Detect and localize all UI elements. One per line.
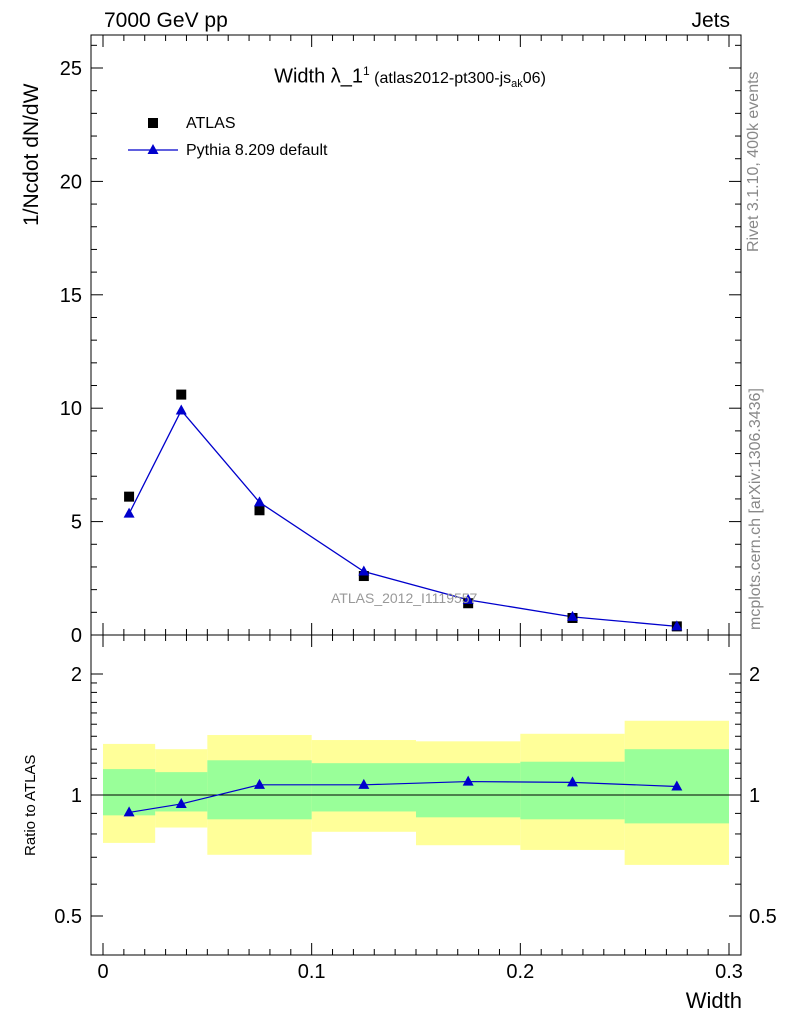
legend-marker-atlas — [148, 118, 158, 128]
ratio-point — [254, 778, 265, 789]
pythia-point — [175, 404, 187, 415]
atlas-point — [358, 571, 369, 582]
atlas-point — [254, 505, 265, 516]
x-tick-label: 0 — [97, 961, 108, 983]
ratio-band-inner — [416, 763, 521, 818]
rivet-version-label: Rivet 3.1.10, 400k events — [745, 71, 762, 252]
ratio-band-inner — [207, 760, 312, 820]
pythia-point — [462, 593, 474, 604]
atlas-point — [124, 491, 135, 502]
y-tick-label: 10 — [60, 398, 82, 420]
mcplots-credit-label: mcplots.cern.ch [arXiv:1306.3436] — [747, 388, 764, 630]
ratio-y-tick-label: 0.5 — [54, 906, 82, 928]
ratio-y-tick-label: 2 — [71, 664, 82, 686]
ratio-point — [175, 797, 187, 808]
pythia-point — [567, 610, 578, 621]
x-tick-label: 0.2 — [506, 961, 534, 983]
pythia-point — [254, 496, 265, 507]
category-label: Jets — [691, 9, 730, 32]
ratio-point — [671, 780, 683, 791]
atlas-point — [176, 389, 187, 400]
ratio-band-inner — [520, 761, 625, 820]
ratio-point — [123, 806, 135, 817]
title-analysis-suffix: 06) — [522, 69, 546, 87]
legend-entry-atlas: ATLAS — [186, 115, 236, 132]
title-main: Width λ_1 — [274, 65, 364, 88]
ratio-point — [462, 775, 474, 786]
legend-marker-pythia — [147, 144, 159, 154]
ratio-point — [358, 778, 370, 789]
x-tick-label: 0.3 — [715, 961, 743, 983]
main-y-axis-label: 1/Ncdot dN/dW — [20, 83, 43, 226]
analysis-watermark: ATLAS_2012_I1119557 — [331, 590, 478, 606]
ratio-y-tick-label-right: 2 — [749, 664, 760, 686]
energy-label: 7000 GeV pp — [104, 9, 228, 32]
y-tick-label: 20 — [60, 171, 82, 193]
ratio-y-tick-label: 1 — [71, 785, 82, 807]
x-tick-label: 0.1 — [298, 961, 326, 983]
ratio-y-tick-label-right: 1 — [749, 785, 760, 807]
ratio-y-tick-label-right: 0.5 — [749, 906, 777, 928]
ratio-point — [567, 776, 578, 787]
y-tick-label: 0 — [71, 625, 82, 647]
x-axis-label: Width — [685, 988, 742, 1013]
title-superscript: 1 — [363, 64, 370, 78]
legend-entry-pythia: Pythia 8.209 default — [186, 142, 328, 159]
y-tick-label: 25 — [60, 58, 82, 80]
ratio-panel: 0 0.1 0.2 0.3 0.5 0.5 1 1 2 2 — [54, 634, 777, 983]
y-tick-label: 5 — [71, 512, 82, 534]
main-panel: 0 5 10 15 20 25 — [60, 34, 742, 647]
title-analysis: (atlas2012-pt300-jsak06) — [369, 69, 546, 90]
title-analysis-subscript: ak — [511, 77, 523, 90]
title-analysis-prefix: (atlas2012-pt300-js — [369, 69, 512, 87]
y-tick-label: 15 — [60, 285, 82, 307]
pythia-point — [358, 565, 370, 576]
ratio-y-axis-label: Ratio to ATLAS — [22, 754, 39, 856]
pythia-point — [671, 620, 683, 631]
plot-title: Width λ_11 (atlas2012-pt300-jsak06) — [90, 64, 730, 90]
pythia-point — [123, 507, 135, 518]
